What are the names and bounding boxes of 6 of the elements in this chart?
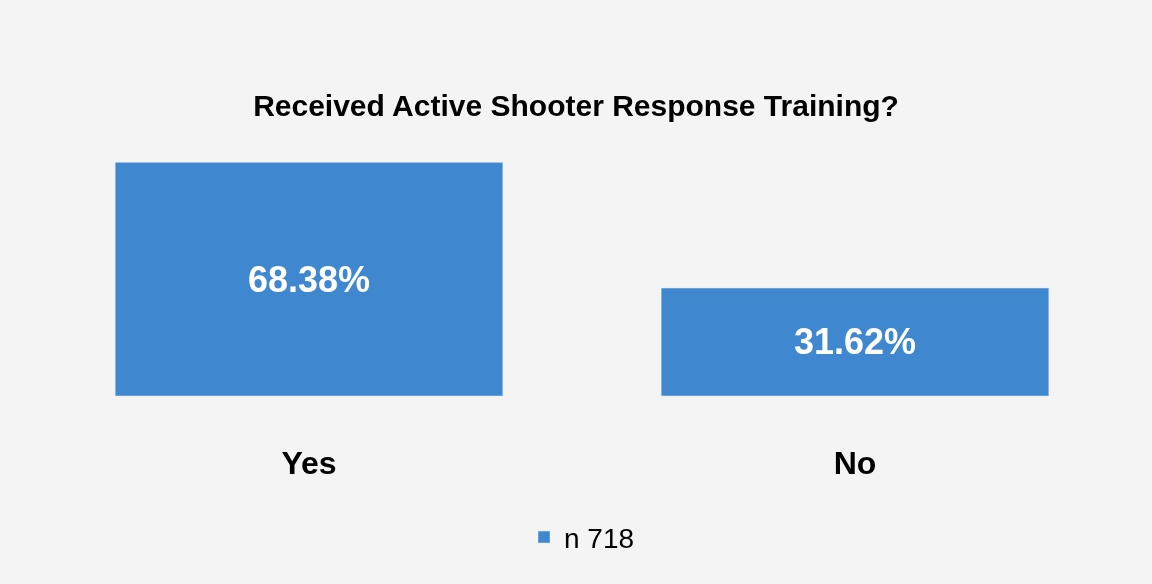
x-tick-label: No	[833, 445, 877, 481]
x-tick-label: Yes	[281, 445, 337, 481]
chart-title: Received Active Shooter Response Training?	[253, 88, 899, 122]
data-label: 68.38%	[247, 258, 371, 300]
data-label: 31.62%	[793, 321, 917, 363]
legend-label: n 718	[564, 522, 635, 554]
